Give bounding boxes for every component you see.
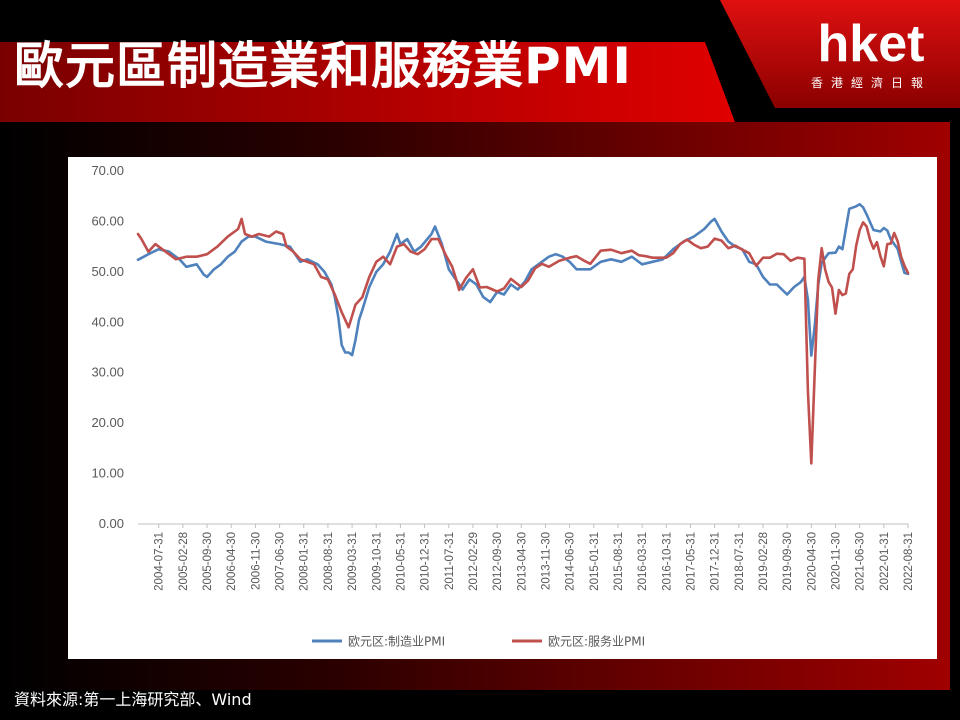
y-tick-label: 30.00 <box>91 365 124 380</box>
y-tick-label: 10.00 <box>91 466 124 481</box>
x-tick-label: 2006-04-30 <box>226 532 238 591</box>
source-note: 資料來源:第一上海研究部、Wind <box>14 690 252 709</box>
x-tick-label: 2008-08-31 <box>323 532 335 591</box>
x-tick-label: 2015-01-31 <box>589 532 601 591</box>
manufacturing-pmi-line <box>136 203 910 357</box>
hket-logo: hket 香港經濟日報 <box>806 18 936 91</box>
legend-label: 欧元区:服务业PMI <box>548 634 645 649</box>
y-tick-label: 50.00 <box>91 264 124 279</box>
y-tick-label: 40.00 <box>91 314 124 329</box>
x-tick-label: 2020-11-30 <box>830 532 842 590</box>
x-tick-label: 2019-09-30 <box>782 532 794 591</box>
x-tick-label: 2013-04-30 <box>516 532 528 591</box>
x-tick-label: 2009-03-31 <box>347 532 359 591</box>
y-tick-label: 20.00 <box>91 415 124 430</box>
logo-subtitle: 香港經濟日報 <box>810 76 931 90</box>
x-tick-label: 2013-11-30 <box>540 532 552 590</box>
x-tick-label: 2021-06-30 <box>855 532 867 591</box>
legend-label: 欧元区:制造业PMI <box>348 635 445 649</box>
x-tick-label: 2005-02-28 <box>178 532 190 591</box>
x-tick-label: 2018-07-31 <box>734 532 746 591</box>
x-tick-label: 2012-09-30 <box>492 532 504 591</box>
x-tick-label: 2017-12-31 <box>710 532 722 591</box>
x-tick-label: 2016-10-31 <box>661 532 673 591</box>
y-tick-label: 0.00 <box>99 516 124 531</box>
chart-container: 0.00 10.00 20.00 30.00 40.00 50.00 60.00 70.00 2… <box>68 157 937 659</box>
x-tick-label: 2011-07-31 <box>444 532 456 590</box>
x-tick-label: 2010-12-31 <box>420 532 432 591</box>
x-tick-label: 2014-06-30 <box>565 532 577 591</box>
page-title: 歐元區制造業和服務業PMI <box>14 37 633 95</box>
logo-wordmark: hket <box>817 15 925 73</box>
pmi-line-chart: 0.00 10.00 20.00 30.00 40.00 50.00 60.00 70.00 2… <box>91 163 915 649</box>
x-tick-label: 2004-07-31 <box>154 532 166 591</box>
x-tick-label: 2022-08-31 <box>903 532 915 591</box>
x-tick-label: 2019-02-28 <box>758 532 770 591</box>
services-pmi-line <box>136 217 910 465</box>
x-tick-label: 2017-05-31 <box>685 532 697 591</box>
x-tick-label: 2015-08-31 <box>613 532 625 591</box>
x-tick-label: 2016-03-31 <box>637 532 649 591</box>
y-tick-label: 60.00 <box>91 213 124 228</box>
x-tick-label: 2009-10-31 <box>371 532 383 591</box>
header-banner: 歐元區制造業和服務業PMI hket 香港經濟日報 <box>0 0 960 122</box>
x-tick-label: 2012-02-29 <box>468 532 480 591</box>
x-tick-label: 2010-05-31 <box>395 532 407 591</box>
y-tick-label: 70.00 <box>91 163 124 178</box>
header-background <box>0 0 960 122</box>
x-tick-label: 2008-01-31 <box>299 532 311 591</box>
x-tick-label: 2022-01-31 <box>879 532 891 591</box>
x-tick-label: 2020-04-30 <box>806 532 818 591</box>
x-tick-label: 2006-11-30 <box>250 532 262 590</box>
x-tick-label: 2007-06-30 <box>275 532 287 591</box>
x-tick-label: 2005-09-30 <box>202 532 214 591</box>
